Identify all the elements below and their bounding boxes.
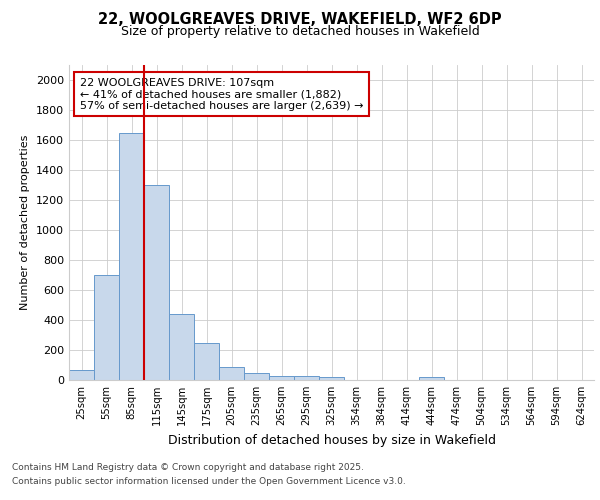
X-axis label: Distribution of detached houses by size in Wakefield: Distribution of detached houses by size … (167, 434, 496, 446)
Bar (144, 185, 169, 380)
Bar (419, 377, 444, 380)
Bar (194, 342, 219, 380)
Bar (319, 377, 344, 380)
Bar (169, 314, 194, 380)
Text: 22, WOOLGREAVES DRIVE, WAKEFIELD, WF2 6DP: 22, WOOLGREAVES DRIVE, WAKEFIELD, WF2 6D… (98, 12, 502, 28)
Bar (119, 132, 144, 380)
Text: Contains public sector information licensed under the Open Government Licence v3: Contains public sector information licen… (12, 477, 406, 486)
Bar (69, 370, 94, 380)
Bar (294, 376, 319, 380)
Text: Contains HM Land Registry data © Crown copyright and database right 2025.: Contains HM Land Registry data © Crown c… (12, 464, 364, 472)
Bar (269, 376, 294, 380)
Text: Size of property relative to detached houses in Wakefield: Size of property relative to detached ho… (121, 25, 479, 38)
Y-axis label: Number of detached properties: Number of detached properties (20, 135, 31, 310)
Bar (94, 275, 119, 380)
Bar (244, 372, 269, 380)
Bar (219, 366, 244, 380)
Text: 22 WOOLGREAVES DRIVE: 107sqm
← 41% of detached houses are smaller (1,882)
57% of: 22 WOOLGREAVES DRIVE: 107sqm ← 41% of de… (79, 78, 363, 111)
